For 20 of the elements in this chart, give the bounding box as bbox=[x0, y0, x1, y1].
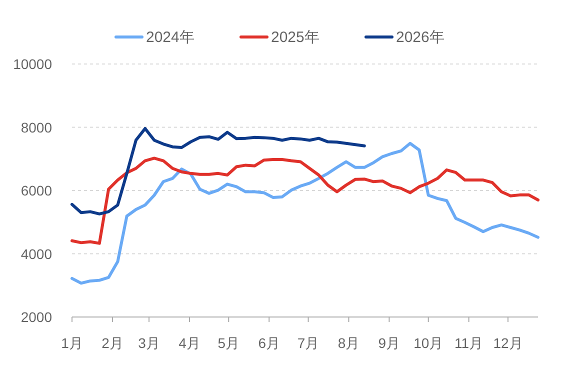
x-tick-label: 7月 bbox=[297, 335, 320, 351]
x-tick-label: 12月 bbox=[493, 335, 523, 351]
x-tick-label: 8月 bbox=[338, 335, 360, 351]
y-tick-label: 4000 bbox=[20, 246, 52, 262]
legend-label: 2025年 bbox=[271, 29, 320, 46]
legend-label: 2024年 bbox=[146, 29, 194, 46]
x-tick-label: 2月 bbox=[102, 335, 124, 351]
x-tick-label: 10月 bbox=[414, 335, 444, 351]
y-tick-label: 6000 bbox=[20, 182, 52, 198]
y-tick-label: 8000 bbox=[20, 119, 52, 136]
x-tick-label: 4月 bbox=[178, 335, 200, 351]
x-tick-label: 1月 bbox=[61, 335, 83, 351]
y-tick-label: 10000 bbox=[13, 56, 52, 72]
x-tick-label: 3月 bbox=[138, 335, 160, 351]
x-tick-label: 5月 bbox=[218, 335, 240, 351]
x-tick-label: 6月 bbox=[258, 335, 280, 351]
y-tick-label: 2000 bbox=[20, 309, 52, 325]
legend-label: 2026年 bbox=[396, 29, 444, 46]
x-tick-label: 11月 bbox=[454, 335, 484, 351]
x-tick-label: 9月 bbox=[378, 335, 400, 351]
